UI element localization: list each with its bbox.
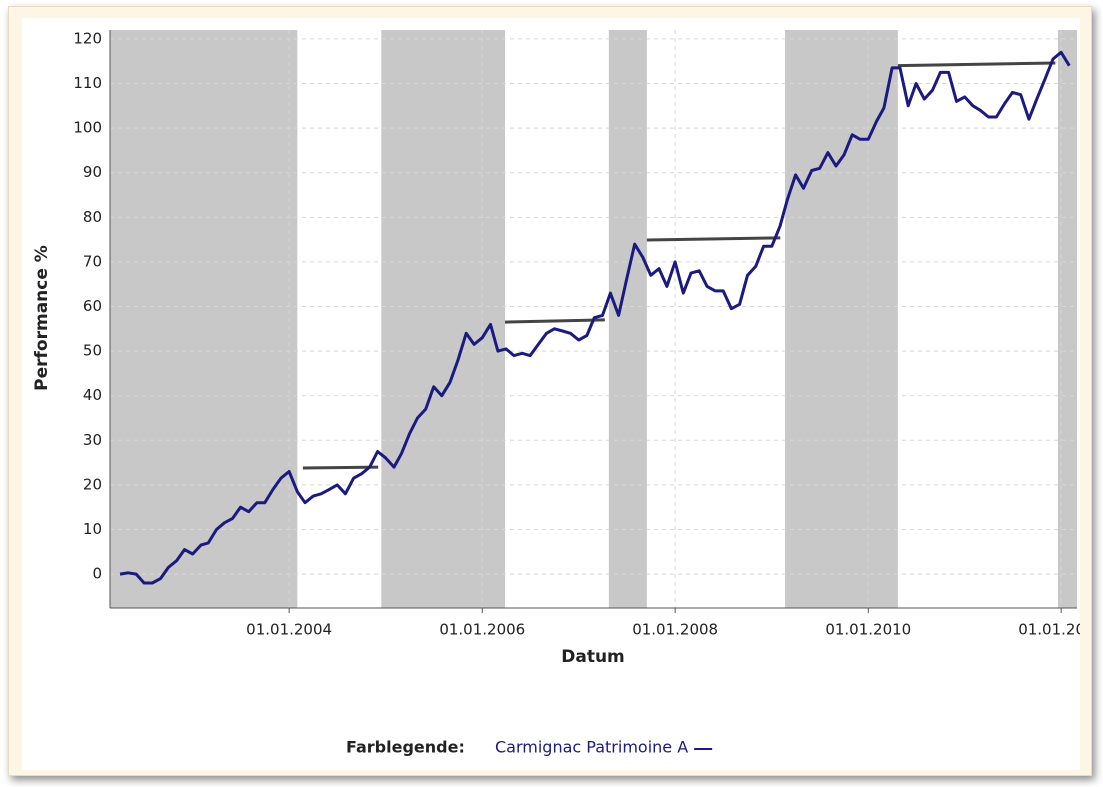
- y-tick-label: 120: [73, 29, 102, 47]
- y-tick-label: 90: [83, 163, 102, 181]
- y-tick-label: 100: [73, 119, 102, 137]
- y-tick-label: 60: [83, 297, 102, 315]
- legend-entry: Carmignac Patrimoine A: [495, 738, 688, 757]
- y-tick-label: 0: [92, 565, 102, 583]
- plot: 0 10 20 30 40 50 60 70 80 90 100 110 120 01.01.2004 01…: [73, 29, 1103, 639]
- drawdown-line: [504, 318, 605, 324]
- y-tick-label: 50: [83, 342, 102, 360]
- shaded-period: [1057, 30, 1077, 608]
- y-tick-label: 80: [83, 208, 102, 226]
- y-tick-label: 110: [73, 74, 102, 92]
- y-tick-label: 10: [83, 520, 102, 538]
- shaded-period: [608, 30, 647, 608]
- x-tick-label: 01.01.2012: [1018, 621, 1103, 639]
- x-axis-label: Datum: [561, 647, 625, 667]
- y-tick-label: 30: [83, 431, 102, 449]
- drawdown-line: [646, 236, 781, 242]
- y-axis-label: Performance %: [32, 245, 52, 391]
- series-line: [119, 50, 1071, 585]
- x-tick-label: 01.01.2010: [825, 621, 911, 639]
- x-tick-label: 01.01.2008: [632, 621, 718, 639]
- y-tick-label: 70: [83, 252, 102, 270]
- y-tick-label: 40: [83, 386, 102, 404]
- x-tick-label: 01.01.2004: [246, 621, 332, 639]
- shaded-period: [785, 30, 898, 608]
- legend-title: Farblegende:: [346, 738, 465, 757]
- shaded-period: [110, 30, 298, 608]
- shaded-period: [381, 30, 505, 608]
- x-tick-label: 01.01.2006: [439, 621, 525, 639]
- drawdown-line: [302, 465, 379, 470]
- drawdown-line: [897, 61, 1056, 68]
- y-tick-label: 20: [83, 475, 102, 493]
